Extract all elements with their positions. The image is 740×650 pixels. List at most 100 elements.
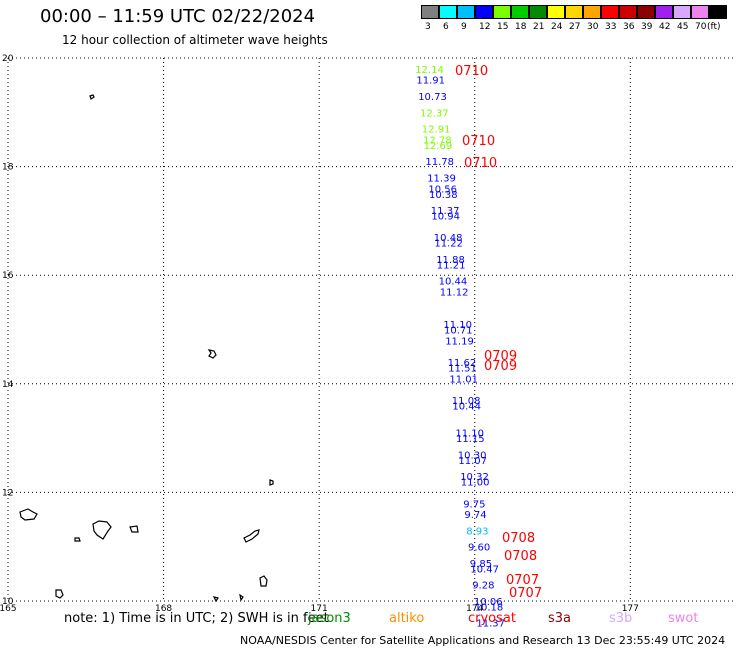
wave-height-value: 12.69	[424, 141, 453, 152]
wave-height-value: 12.78	[423, 135, 452, 146]
island-outline	[19, 508, 38, 521]
legend-label: 36	[623, 22, 635, 32]
wave-height-value: 9.75	[463, 499, 485, 510]
pass-time-label: 0710	[464, 156, 497, 171]
legend-swatch	[673, 5, 691, 19]
wave-height-value: 10.18	[475, 602, 504, 613]
wave-height-value: 10.71	[444, 326, 473, 337]
longitude-tick-label: 168	[155, 604, 172, 614]
longitude-tick-label: 171	[311, 604, 328, 614]
wave-height-value: 11.12	[440, 287, 469, 298]
longitude-tick-label: 177	[622, 604, 639, 614]
island-outline	[239, 593, 244, 602]
latitude-tick-label: 16	[2, 271, 14, 281]
pass-time-label: 0707	[509, 586, 542, 601]
wave-height-value: 9.85	[470, 559, 492, 570]
legend-label: 30	[587, 22, 599, 32]
island-outline	[269, 479, 274, 486]
coastline	[19, 94, 274, 603]
latitude-tick-label: 10	[2, 597, 14, 607]
satellite-label: s3b	[609, 611, 633, 626]
latitude-tick-label: 12	[2, 488, 13, 498]
latitude-labels: 20 18 16 14 12 10	[2, 54, 14, 607]
legend-unit: (ft)	[707, 22, 721, 32]
island-outline	[55, 589, 64, 599]
legend-swatch	[439, 5, 457, 19]
wave-height-value: 11.51	[448, 364, 477, 375]
wave-height-value: 11.88	[436, 255, 465, 266]
wave-height-value: 10.06	[474, 597, 503, 608]
wave-height-value: 11.78	[425, 157, 454, 168]
wave-height-value: 11.08	[452, 396, 481, 407]
island-outline	[212, 596, 219, 603]
satellite-label: s3a	[548, 611, 572, 626]
pass-time-label: 0710	[455, 64, 488, 79]
wave-height-value: 8.93	[466, 526, 488, 537]
wave-height-value: 11.62	[448, 358, 477, 369]
island-outline	[243, 529, 260, 543]
wave-height-value: 11.21	[437, 260, 466, 271]
longitude-labels: 165 168 171 174 177	[0, 604, 639, 614]
wave-height-value: 9.28	[472, 581, 494, 592]
legend-label: 33	[605, 22, 617, 32]
wave-height-value: 11.91	[416, 76, 445, 87]
legend-swatch	[709, 5, 727, 19]
wave-height-value: 10.56	[428, 184, 457, 195]
legend-label: 21	[533, 22, 545, 32]
legend-swatch	[457, 5, 475, 19]
island-outline	[74, 537, 81, 542]
wave-height-value: 11.39	[427, 173, 456, 184]
wave-height-value: 11.22	[434, 239, 463, 250]
wave-height-value: 10.30	[458, 450, 487, 461]
longitude-tick-label: 165	[0, 604, 17, 614]
wave-height-value: 10.32	[460, 472, 489, 483]
wave-height-value: 10.48	[434, 233, 463, 244]
wave-height-value: 9.74	[464, 510, 486, 521]
island-outline	[259, 575, 268, 587]
wave-height-value: 11.00	[461, 478, 490, 489]
map-grid	[7, 57, 734, 602]
legend-swatch	[619, 5, 637, 19]
satellite-label: swot	[668, 611, 699, 626]
wave-height-value: 11.01	[449, 374, 478, 385]
wave-height-value: 12.91	[422, 125, 451, 136]
pass-time-label: 0710	[462, 134, 495, 149]
wave-height-value: 10.44	[452, 402, 481, 413]
legend-swatch	[601, 5, 619, 19]
wave-height-value: 11.37	[431, 206, 460, 217]
legend-label: 9	[461, 22, 467, 32]
legend-label: 15	[497, 22, 509, 32]
wave-height-value: 10.73	[418, 92, 447, 103]
legend-swatch	[583, 5, 601, 19]
legend-swatch	[565, 5, 583, 19]
pass-time-label: 0709	[484, 349, 517, 364]
wave-height-value: 11.15	[456, 434, 485, 445]
legend-swatch	[547, 5, 565, 19]
wave-height-value: 11.07	[458, 456, 487, 467]
map-title: 00:00 – 11:59 UTC 02/22/2024	[40, 6, 316, 27]
wave-height-value: 11.10	[455, 429, 484, 440]
wave-height-value: 11.37	[476, 619, 505, 630]
legend-label: 18	[515, 22, 527, 32]
wave-height-value: 12.14	[415, 65, 444, 76]
legend-swatch	[637, 5, 655, 19]
island-outline	[207, 349, 217, 359]
latitude-tick-label: 20	[2, 54, 14, 64]
legend-label: 24	[551, 22, 563, 32]
wave-height-value: 10.47	[470, 564, 499, 575]
map-subtitle: 12 hour collection of altimeter wave hei…	[62, 33, 328, 47]
legend-label: 6	[443, 22, 449, 32]
island-outline	[92, 520, 112, 540]
legend-swatch	[475, 5, 493, 19]
credit-line: NOAA/NESDIS Center for Satellite Applica…	[240, 634, 726, 647]
legend-swatch	[493, 5, 511, 19]
satellite-label: cryosat	[468, 611, 516, 626]
island-outline	[129, 525, 139, 533]
legend-swatch	[529, 5, 547, 19]
latitude-tick-label: 18	[2, 163, 14, 173]
wave-height-value: 11.10	[443, 320, 472, 331]
pass-time-label: 0707	[506, 573, 539, 588]
